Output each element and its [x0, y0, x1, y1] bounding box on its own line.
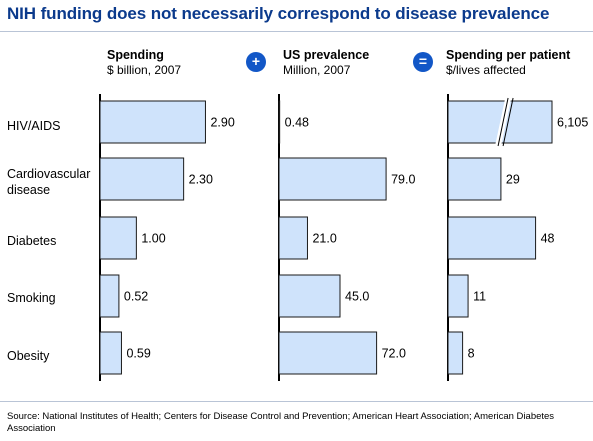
spending-subtitle: $ billion, 2007 [107, 63, 182, 77]
bar [278, 157, 387, 201]
prevalence-subtitle: Million, 2007 [283, 63, 351, 77]
per-patient-subtitle: $/lives affected [446, 63, 526, 77]
bar [99, 216, 137, 260]
category-label: Cardiovascular disease [7, 167, 91, 197]
data-label: 11 [473, 290, 486, 304]
axis-break-line [502, 97, 514, 147]
category-label: Obesity [7, 349, 50, 363]
equals-icon: = [413, 52, 433, 72]
data-label: 1.00 [141, 232, 165, 246]
data-label: 0.52 [124, 290, 148, 304]
bar [447, 331, 464, 375]
bar [278, 331, 378, 375]
bar [99, 331, 122, 375]
category-label: HIV/AIDS [7, 119, 61, 133]
bar [99, 274, 120, 318]
plus-icon: + [246, 52, 266, 72]
source-divider [0, 401, 593, 402]
data-label: 6,105 [557, 116, 588, 130]
category-label: Smoking [7, 291, 56, 305]
per-patient-header: Spending per patient $/lives affected [446, 48, 570, 78]
bar [99, 157, 185, 201]
axis-break-icon [495, 97, 514, 147]
data-label: 0.48 [285, 116, 309, 130]
data-label: 21.0 [312, 232, 336, 246]
data-label: 2.30 [189, 173, 213, 187]
per-patient-title: Spending per patient [446, 48, 571, 62]
data-label: 72.0 [382, 347, 406, 361]
bar [278, 216, 308, 260]
data-label: 2.90 [210, 116, 234, 130]
source-note: Source: National Institutes of Health; C… [7, 411, 555, 434]
title-divider [0, 31, 593, 32]
spending-title: Spending [107, 48, 164, 62]
data-label: 8 [468, 347, 475, 361]
bar [447, 274, 469, 318]
bar [278, 274, 341, 318]
bar [447, 216, 537, 260]
bar [99, 100, 206, 144]
data-label: 0.59 [126, 347, 150, 361]
axis-break-line [497, 97, 509, 147]
category-label: Diabetes [7, 234, 57, 248]
data-label: 48 [541, 232, 555, 246]
bar [447, 157, 502, 201]
spending-header: Spending $ billion, 2007 [107, 48, 181, 78]
data-label: 79.0 [391, 173, 415, 187]
bar [278, 100, 281, 144]
prevalence-header: US prevalence Million, 2007 [283, 48, 369, 78]
data-label: 45.0 [345, 290, 369, 304]
data-label: 29 [506, 173, 520, 187]
chart-title: NIH funding does not necessarily corresp… [7, 4, 550, 23]
prevalence-title: US prevalence [283, 48, 370, 62]
